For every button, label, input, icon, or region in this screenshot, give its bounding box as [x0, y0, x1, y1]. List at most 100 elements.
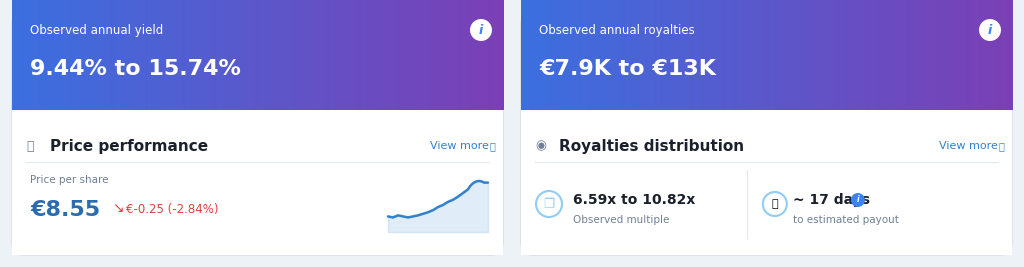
Bar	[254, 0, 256, 110]
Bar	[783, 0, 785, 110]
Bar	[724, 0, 726, 110]
Bar	[12, 0, 14, 110]
Bar	[834, 0, 836, 110]
Bar	[127, 0, 129, 110]
Bar	[417, 0, 419, 110]
Bar	[382, 0, 384, 110]
Bar	[469, 0, 471, 110]
Bar	[220, 0, 222, 110]
Bar	[369, 0, 371, 110]
Bar	[551, 0, 553, 110]
Bar	[721, 0, 723, 110]
Bar	[762, 0, 764, 110]
Bar	[17, 0, 19, 110]
Bar	[194, 0, 196, 110]
Bar	[94, 0, 96, 110]
Bar	[377, 0, 379, 110]
Bar	[70, 0, 72, 110]
Bar	[497, 0, 499, 110]
Bar	[858, 0, 860, 110]
Bar	[573, 0, 575, 110]
Bar	[673, 0, 676, 110]
Bar	[927, 0, 929, 110]
Bar	[749, 0, 751, 110]
Bar	[871, 0, 873, 110]
Bar	[82, 0, 85, 110]
Bar	[942, 0, 944, 110]
Bar	[168, 0, 170, 110]
Bar	[196, 0, 198, 110]
Bar	[442, 0, 444, 110]
Bar	[413, 0, 415, 110]
Bar	[139, 0, 141, 110]
Bar	[828, 0, 830, 110]
Bar	[24, 0, 26, 110]
Bar	[193, 0, 195, 110]
Bar	[992, 0, 994, 110]
Bar	[426, 0, 428, 110]
Bar	[141, 0, 143, 110]
Bar	[477, 0, 479, 110]
Text: ~ 17 days: ~ 17 days	[793, 193, 869, 207]
Bar	[984, 0, 986, 110]
Bar	[891, 0, 893, 110]
Bar	[103, 0, 105, 110]
Bar	[755, 0, 757, 110]
Bar	[396, 0, 398, 110]
Bar	[495, 0, 497, 110]
Bar	[18, 0, 20, 110]
Bar	[662, 0, 664, 110]
Bar	[56, 0, 58, 110]
Bar	[318, 0, 321, 110]
Bar	[464, 0, 466, 110]
Text: i: i	[988, 23, 992, 37]
Bar	[65, 0, 67, 110]
Bar	[786, 0, 788, 110]
Bar	[188, 0, 190, 110]
Bar	[585, 0, 587, 110]
Bar	[554, 0, 556, 110]
Bar	[623, 0, 625, 110]
Text: €-0.25 (-2.84%): €-0.25 (-2.84%)	[126, 203, 218, 217]
Bar	[932, 0, 934, 110]
Bar	[779, 0, 781, 110]
Bar	[187, 0, 189, 110]
Bar	[919, 0, 921, 110]
Bar	[686, 0, 688, 110]
Bar	[563, 0, 565, 110]
Bar	[658, 0, 660, 110]
Bar	[981, 0, 983, 110]
Bar	[423, 0, 425, 110]
Bar	[593, 0, 595, 110]
Bar	[453, 0, 455, 110]
Bar	[989, 0, 991, 110]
Bar	[502, 0, 504, 110]
Bar	[84, 0, 86, 110]
Bar	[689, 0, 692, 110]
Bar	[822, 0, 824, 110]
Bar	[904, 0, 906, 110]
Bar	[204, 0, 206, 110]
Circle shape	[470, 19, 492, 41]
Bar	[364, 0, 366, 110]
Bar	[53, 0, 55, 110]
Bar	[536, 0, 538, 110]
Bar	[87, 0, 89, 110]
Bar	[295, 0, 297, 110]
Bar	[387, 0, 389, 110]
Bar	[935, 0, 937, 110]
Bar	[199, 0, 201, 110]
FancyBboxPatch shape	[521, 0, 1012, 110]
Bar	[390, 0, 392, 110]
Bar	[958, 0, 961, 110]
Bar	[768, 0, 770, 110]
Bar	[51, 0, 53, 110]
Bar	[910, 0, 912, 110]
Bar	[45, 0, 47, 110]
Bar	[579, 0, 581, 110]
Bar	[385, 0, 387, 110]
Bar	[997, 0, 999, 110]
Bar	[248, 0, 250, 110]
Bar	[221, 0, 223, 110]
Bar	[150, 0, 152, 110]
